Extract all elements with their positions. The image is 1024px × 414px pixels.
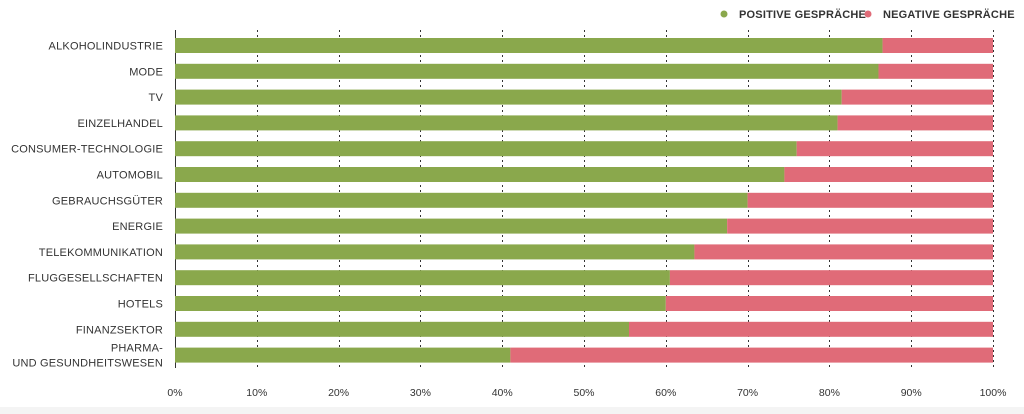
bar-positive (175, 167, 785, 182)
footer-strip (0, 407, 1024, 414)
bar-negative (628, 321, 993, 337)
category-label: EINZELHANDEL (77, 118, 163, 130)
bar-negative (837, 115, 993, 131)
bar-positive (175, 270, 670, 286)
bar-negative (669, 270, 993, 286)
category-label: AUTOMOBIL (97, 170, 163, 182)
category-label: ENERGIE (112, 221, 163, 233)
x-tick-label: 10% (246, 387, 267, 399)
bar-positive (175, 192, 748, 208)
category-label: MODE (129, 66, 163, 78)
x-tick-label: 50% (573, 387, 594, 399)
stacked-bar-chart: POSITIVE GESPRÄCHE NEGATIVE GESPRÄCHE ALK… (11, 8, 1015, 399)
bar-positive (175, 347, 511, 363)
x-tick-label: 70% (737, 387, 758, 399)
bar-positive (175, 296, 666, 311)
bar-negative (747, 192, 993, 208)
category-label: PHARMA- (111, 343, 163, 355)
x-tick-label: 40% (492, 387, 513, 399)
bar-negative (841, 89, 993, 105)
bar-positive (175, 141, 797, 157)
category-label: HOTELS (118, 299, 163, 311)
bar-negative (510, 347, 993, 363)
bar-negative (784, 167, 993, 182)
bar-positive (175, 89, 842, 105)
x-axis-ticks: 0% 10% 20% 30% 40% 50% 60% 70% 80% 90% 100% (167, 387, 1006, 399)
legend: POSITIVE GESPRÄCHE NEGATIVE GESPRÄCHE (720, 8, 1015, 21)
category-label: UND GESUNDHEITSWESEN (12, 358, 163, 370)
x-tick-label: 20% (328, 387, 349, 399)
legend-marker-negative (864, 10, 872, 18)
category-label: CONSUMER-TECHNOLOGIE (11, 144, 163, 156)
bar-positive (175, 63, 879, 79)
x-tick-label: 90% (901, 387, 922, 399)
bar-positive (175, 321, 629, 337)
bar-positive (175, 244, 695, 260)
category-label: FINANZSEKTOR (76, 324, 163, 336)
bars (175, 38, 993, 363)
gridlines (175, 30, 994, 368)
bar-negative (727, 218, 993, 234)
category-label: ALKOHOLINDUSTRIE (49, 41, 163, 53)
bar-positive (175, 218, 728, 234)
bar-negative (882, 38, 993, 53)
category-label: TV (149, 92, 164, 104)
category-label: FLUGGESELLSCHAFTEN (28, 273, 163, 285)
bar-negative (665, 296, 993, 311)
bar-positive (175, 38, 883, 53)
bar-negative (796, 141, 993, 157)
bar-positive (175, 115, 838, 131)
x-tick-label: 30% (410, 387, 431, 399)
legend-marker-positive (720, 10, 728, 18)
category-labels: ALKOHOLINDUSTRIE MODE TV EINZELHANDEL CONSUM… (11, 41, 163, 370)
legend-label-negative: NEGATIVE GESPRÄCHE (883, 8, 1015, 21)
x-tick-label: 0% (167, 387, 182, 399)
legend-label-positive: POSITIVE GESPRÄCHE (739, 8, 866, 21)
x-tick-label: 100% (980, 387, 1007, 399)
category-label: GEBRAUCHSGÜTER (52, 195, 163, 207)
x-tick-label: 60% (655, 387, 676, 399)
x-tick-label: 80% (819, 387, 840, 399)
bar-negative (694, 244, 993, 260)
category-label: TELEKOMMUNIKATION (39, 247, 163, 259)
bar-negative (878, 63, 993, 79)
